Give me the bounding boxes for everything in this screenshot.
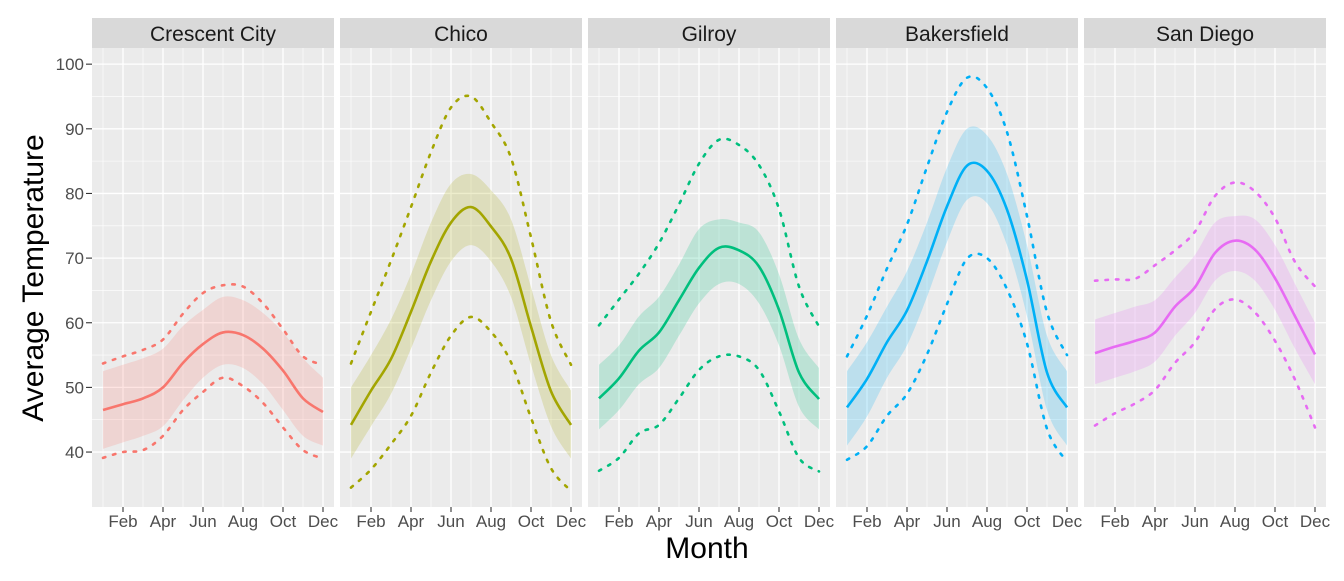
- x-tick-label: Aug: [228, 512, 258, 531]
- x-tick-label: Jun: [685, 512, 712, 531]
- x-tick-label: Jun: [437, 512, 464, 531]
- x-axis-title: Month: [665, 532, 748, 565]
- y-tick-label: 100: [56, 55, 84, 74]
- upper-dotted-line: [349, 94, 573, 367]
- x-tick-label: Oct: [1014, 512, 1041, 531]
- panel-background: [340, 48, 582, 507]
- x-tick-label: Feb: [356, 512, 385, 531]
- facet-panel: Bakersfield: [836, 18, 1078, 507]
- x-axes: Feb Apr Jun Aug Oct Dec Feb Apr Jun Aug Oct Dec Feb A…: [108, 507, 1331, 531]
- x-axis: Feb Apr Jun Aug Oct Dec: [1100, 507, 1331, 531]
- x-tick-label: Jun: [189, 512, 216, 531]
- y-tick-label: 50: [65, 378, 84, 397]
- x-tick-label: Feb: [108, 512, 137, 531]
- x-tick-label: Apr: [150, 512, 177, 531]
- facet-strip: [588, 18, 830, 48]
- x-tick-label: Aug: [476, 512, 506, 531]
- facet-title: Bakersfield: [905, 23, 1009, 46]
- facet-panels: Crescent City Chico Gilroy Bakersfield San D…: [92, 18, 1326, 507]
- x-tick-label: Jun: [1181, 512, 1208, 531]
- x-tick-label: Feb: [852, 512, 881, 531]
- facet-title: Chico: [434, 23, 488, 46]
- x-tick-label: Dec: [308, 512, 339, 531]
- lower-dotted-line: [597, 353, 821, 473]
- lower-dotted-line: [349, 315, 573, 493]
- panel-background: [588, 48, 830, 507]
- x-tick-label: Feb: [604, 512, 633, 531]
- x-tick-label: Apr: [398, 512, 425, 531]
- y-tick-label: 60: [65, 314, 84, 333]
- facet-strip: [1084, 18, 1326, 48]
- x-tick-label: Oct: [1262, 512, 1289, 531]
- x-tick-label: Oct: [270, 512, 297, 531]
- x-tick-label: Jun: [933, 512, 960, 531]
- upper-dotted-line: [845, 75, 1069, 358]
- x-axis: Feb Apr Jun Aug Oct Dec: [604, 507, 835, 531]
- y-tick-label: 80: [65, 184, 84, 203]
- facet-strip: [836, 18, 1078, 48]
- x-tick-label: Apr: [894, 512, 921, 531]
- confidence-band: [847, 126, 1067, 446]
- y-axis: 40 50 60 70 80 90 100: [56, 55, 92, 462]
- y-tick-label: 40: [65, 443, 84, 462]
- x-tick-label: Apr: [1142, 512, 1169, 531]
- y-tick-label: 90: [65, 120, 84, 139]
- x-tick-label: Dec: [556, 512, 587, 531]
- facet-panel: Crescent City: [92, 18, 334, 507]
- x-axis: Feb Apr Jun Aug Oct Dec: [356, 507, 587, 531]
- y-axis-title: Average Temperature: [17, 134, 50, 421]
- confidence-band: [351, 173, 571, 459]
- x-axis: Feb Apr Jun Aug Oct Dec: [852, 507, 1083, 531]
- mean-line: [845, 161, 1069, 409]
- mean-line: [1094, 239, 1317, 356]
- facet-title: San Diego: [1156, 23, 1254, 46]
- confidence-band: [1095, 215, 1315, 385]
- upper-dotted-line: [597, 137, 821, 328]
- upper-dotted-line: [101, 283, 325, 367]
- confidence-band: [599, 219, 819, 430]
- facet-title: Crescent City: [150, 23, 277, 46]
- lower-dotted-line: [101, 376, 325, 460]
- lower-dotted-line: [1093, 298, 1317, 429]
- x-tick-label: Aug: [724, 512, 754, 531]
- facet-panel: Chico: [340, 18, 582, 507]
- mean-line: [598, 245, 821, 400]
- panel-background: [92, 48, 334, 507]
- facet-panel: Gilroy: [588, 18, 830, 507]
- x-tick-label: Dec: [804, 512, 835, 531]
- upper-dotted-line: [1093, 181, 1317, 288]
- x-tick-label: Aug: [1220, 512, 1250, 531]
- x-tick-label: Aug: [972, 512, 1002, 531]
- mean-line: [102, 330, 324, 414]
- lower-dotted-line: [845, 252, 1069, 464]
- x-tick-label: Oct: [518, 512, 545, 531]
- facet-panel: San Diego: [1084, 18, 1326, 507]
- x-axis: Feb Apr Jun Aug Oct Dec: [108, 507, 339, 531]
- mean-line: [349, 205, 573, 426]
- facet-strip: [92, 18, 334, 48]
- x-tick-label: Apr: [646, 512, 673, 531]
- y-tick-label: 70: [65, 249, 84, 268]
- facet-strip: [340, 18, 582, 48]
- panel-background: [1084, 48, 1326, 507]
- confidence-band: [103, 296, 323, 449]
- x-tick-label: Dec: [1300, 512, 1331, 531]
- x-tick-label: Oct: [766, 512, 793, 531]
- facet-title: Gilroy: [682, 23, 737, 46]
- x-tick-label: Dec: [1052, 512, 1083, 531]
- x-tick-label: Feb: [1100, 512, 1129, 531]
